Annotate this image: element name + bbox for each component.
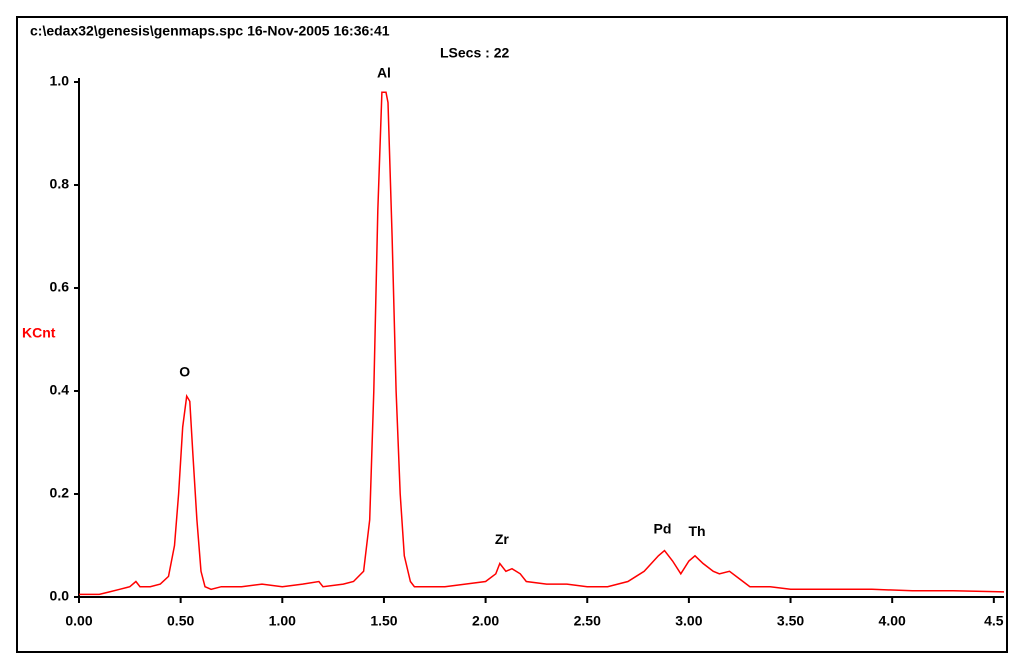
- frame: [16, 16, 1008, 653]
- y-axis-label: KCnt: [22, 325, 56, 341]
- x-tick-label: 0.50: [167, 613, 194, 629]
- x-tick-label: 1.00: [269, 613, 296, 629]
- peak-label: Pd: [654, 520, 672, 536]
- x-tick-label: 1.50: [370, 613, 397, 629]
- y-tick-label: 0.8: [50, 176, 70, 192]
- x-tick-label: 3.50: [777, 613, 804, 629]
- chart-subtitle: LSecs : 22: [440, 45, 509, 61]
- x-tick-label: 0.00: [65, 613, 92, 629]
- y-tick-label: 0.2: [50, 485, 70, 501]
- x-tick-label: 4.5: [984, 613, 1004, 629]
- y-tick-label: 0.0: [50, 588, 70, 604]
- peak-label: O: [179, 363, 190, 379]
- x-tick-label: 2.00: [472, 613, 499, 629]
- y-tick-label: 0.6: [50, 279, 70, 295]
- y-tick-label: 1.0: [50, 73, 70, 89]
- x-tick-label: 2.50: [574, 613, 601, 629]
- y-tick-label: 0.4: [50, 382, 70, 398]
- spectrum-line: [79, 91, 1005, 596]
- peak-label: Th: [688, 523, 705, 539]
- peak-label: Zr: [495, 531, 510, 547]
- peak-label: Al: [377, 65, 391, 81]
- x-tick-label: 4.00: [879, 613, 906, 629]
- chart-title: c:\edax32\genesis\genmaps.spc 16-Nov-200…: [30, 23, 390, 39]
- x-tick-label: 3.00: [675, 613, 702, 629]
